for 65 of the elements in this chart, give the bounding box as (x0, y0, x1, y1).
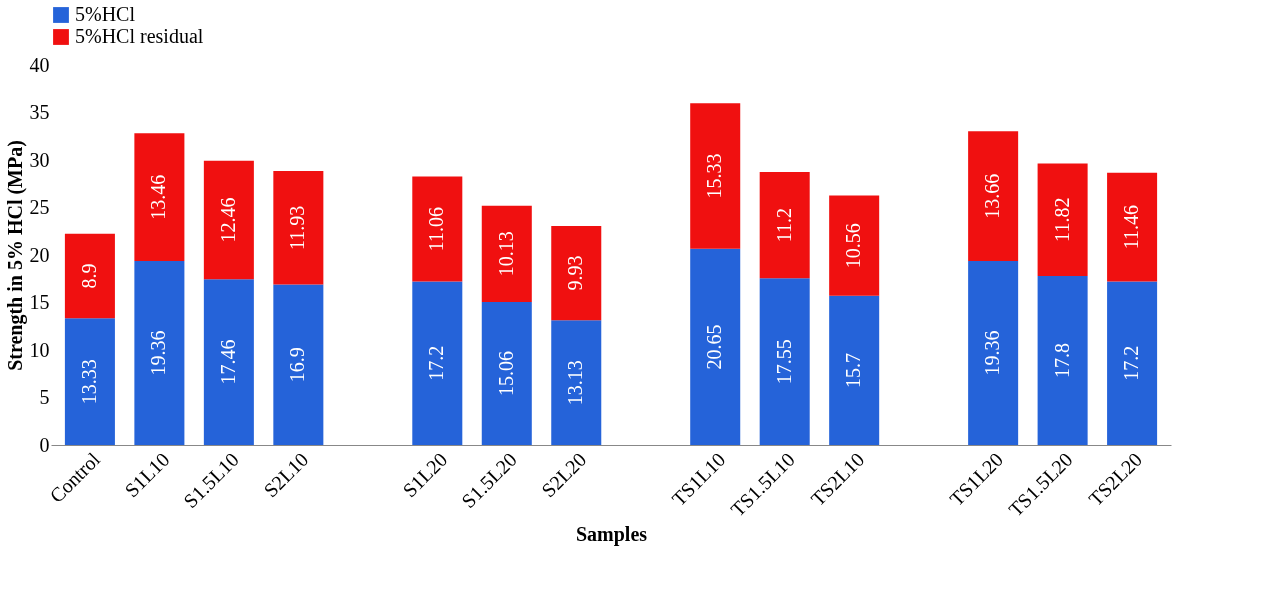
bar (551, 320, 602, 445)
y-tick-label: 35 (29, 101, 50, 123)
bar (829, 295, 880, 445)
bar (690, 248, 741, 445)
y-tick-label: 25 (29, 196, 50, 218)
data-label: 12.46 (216, 197, 239, 243)
y-tick-label: 20 (29, 243, 50, 266)
y-tick-label: 15 (29, 291, 50, 313)
data-label: 11.2 (772, 207, 795, 243)
data-label: 19.36 (147, 330, 170, 376)
bar (273, 284, 324, 445)
bar (1107, 172, 1158, 282)
data-label: 15.33 (703, 153, 726, 199)
bar (64, 233, 115, 319)
y-axis-title: Strength in 5% HCl (MPa) (3, 140, 27, 371)
bar (134, 133, 185, 262)
y-tick-label: 0 (39, 433, 50, 456)
bar (412, 176, 463, 282)
bar (273, 171, 324, 285)
data-label: 17.55 (772, 339, 795, 385)
data-label: 17.2 (1120, 345, 1143, 381)
data-label: 11.93 (286, 205, 309, 250)
bar (551, 225, 602, 321)
data-label: 20.65 (703, 324, 726, 370)
data-label: 17.46 (216, 339, 239, 385)
data-label: 9.93 (564, 255, 587, 291)
y-tick-label: 30 (29, 148, 50, 171)
bar (759, 171, 810, 279)
data-label: 8.9 (77, 263, 100, 289)
bar (203, 279, 254, 445)
y-tick-label: 5 (39, 386, 50, 408)
data-label: 17.2 (425, 345, 448, 381)
legend-label: 5%HCl (75, 3, 136, 25)
bar (481, 301, 532, 445)
y-tick-label: 10 (29, 338, 50, 361)
data-label: 11.06 (425, 206, 448, 252)
data-label: 13.46 (147, 174, 170, 220)
bar (412, 281, 463, 445)
data-label: 13.13 (564, 360, 587, 406)
data-label: 13.33 (77, 359, 100, 405)
bar (968, 131, 1019, 262)
data-label: 15.7 (842, 352, 865, 388)
data-label: 16.9 (286, 347, 309, 383)
bar (1037, 275, 1088, 445)
bar (1107, 281, 1158, 445)
data-label: 10.13 (494, 231, 517, 277)
data-label: 15.06 (494, 350, 517, 396)
bar (968, 261, 1019, 445)
bar (134, 261, 185, 445)
bar (64, 318, 115, 445)
data-label: 13.66 (981, 173, 1004, 219)
y-tick-label: 40 (29, 53, 50, 76)
bar (481, 205, 532, 302)
data-label: 19.36 (981, 330, 1004, 376)
data-label: 10.56 (842, 223, 865, 269)
data-label: 17.8 (1050, 342, 1073, 378)
bar (829, 195, 880, 296)
x-axis-title: Samples (575, 522, 648, 546)
bar (690, 103, 741, 249)
data-label: 11.46 (1120, 205, 1143, 250)
data-label: 11.82 (1050, 197, 1073, 242)
bar (1037, 163, 1088, 276)
bar (203, 160, 254, 280)
bar (759, 278, 810, 445)
legend-label: 5%HCl residual (75, 25, 204, 47)
